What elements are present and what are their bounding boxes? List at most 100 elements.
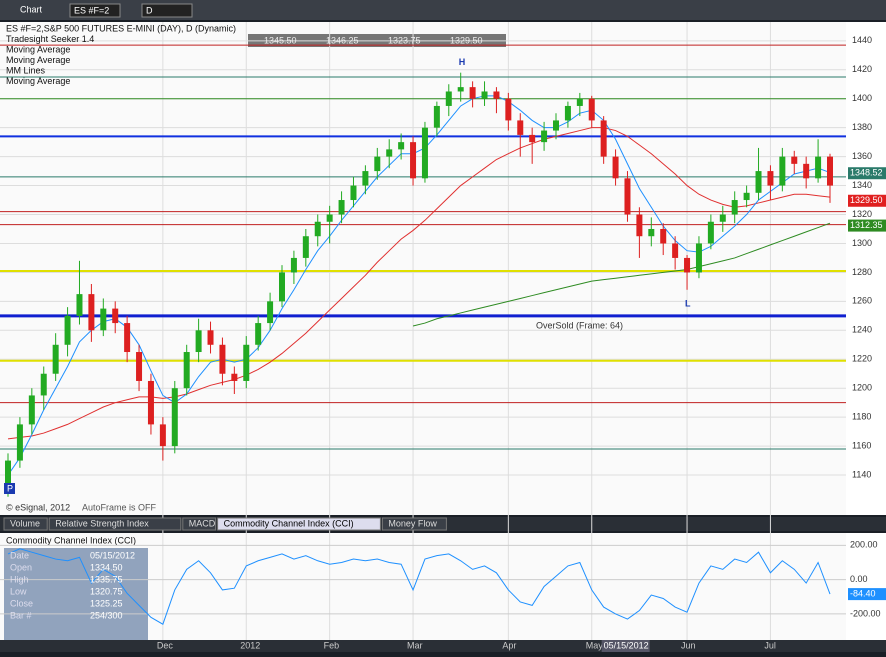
moving-average: [412, 222, 831, 327]
candle-body: [481, 91, 488, 99]
candle-body: [529, 134, 536, 143]
candle-body: [52, 344, 59, 374]
candle-body: [338, 200, 345, 215]
candle-body: [410, 142, 417, 179]
candle-body: [88, 294, 95, 331]
cci-axis: [846, 533, 886, 640]
candle-body: [159, 424, 166, 447]
candle-body: [469, 87, 476, 99]
tab-label[interactable]: Volume: [10, 518, 40, 528]
candle-body: [648, 228, 655, 237]
candle-body: [255, 323, 262, 345]
highlight-date: 05/15/2012: [604, 640, 649, 650]
candle-body: [171, 388, 178, 447]
candle-body: [707, 221, 714, 244]
candle-body: [695, 243, 702, 273]
candle-body: [195, 330, 202, 353]
candle-body: [314, 221, 321, 237]
cci-title: Commodity Channel Index (CCI): [6, 535, 136, 545]
y-tick-label: 1420: [852, 64, 872, 74]
candle-body: [684, 257, 691, 273]
candle-body: [731, 200, 738, 215]
candle-body: [767, 171, 774, 186]
data-window-value: 1335.75: [90, 574, 123, 584]
tab[interactable]: [381, 517, 447, 531]
tab[interactable]: [182, 517, 217, 531]
candle-body: [791, 156, 798, 164]
cci-tag-label: -84.40: [850, 588, 876, 598]
tab-label[interactable]: Commodity Channel Index (CCI): [224, 518, 354, 528]
interval[interactable]: D: [146, 5, 153, 15]
candle-body: [564, 105, 571, 121]
candle-body: [64, 315, 71, 345]
symbol-box[interactable]: [69, 3, 121, 18]
price-tag-label: 1329.50: [850, 195, 883, 205]
y-tick-label: 1300: [852, 238, 872, 248]
tab[interactable]: [3, 517, 48, 531]
data-window-label: Low: [10, 586, 27, 596]
tab[interactable]: [48, 517, 182, 531]
candle-body: [517, 120, 524, 135]
tab[interactable]: [217, 517, 381, 531]
quote-value: 1329.50: [450, 35, 483, 45]
data-window-value: 05/15/2012: [90, 550, 135, 560]
price-pane: [0, 22, 846, 515]
y-tick-label: 1260: [852, 296, 872, 306]
tab-label[interactable]: Relative Strength Index: [55, 518, 149, 528]
highlight-date-box: [601, 640, 650, 652]
y-tick-label: 1360: [852, 151, 872, 161]
moving-average: [7, 127, 831, 440]
x-tick-label: Jun: [681, 640, 696, 650]
candle-body: [445, 91, 452, 106]
candle-body: [183, 352, 190, 389]
autoframe-note: AutoFrame is OFF: [82, 502, 157, 512]
candle-body: [136, 352, 143, 381]
candle-body: [827, 156, 833, 186]
candle-body: [803, 163, 810, 179]
y-tick-label: 1320: [852, 209, 872, 219]
candle-body: [457, 87, 464, 92]
candle-body: [243, 344, 250, 381]
candle-body: [374, 156, 381, 172]
moving-average: [7, 95, 831, 476]
legend-entry: Moving Average: [6, 76, 70, 86]
tab-label[interactable]: MACD: [189, 518, 216, 528]
candle-body: [600, 120, 607, 157]
candle-body: [28, 395, 35, 425]
candle-body: [541, 130, 548, 143]
candle-body: [147, 380, 154, 425]
quote-value: 1323.75: [388, 35, 421, 45]
y-tick-label: 1180: [852, 412, 871, 422]
candle-body: [505, 98, 512, 121]
x-tick-label: Mar: [407, 640, 423, 650]
candle-body: [815, 156, 822, 179]
cci-tick-label: 200.00: [850, 540, 878, 550]
candle-body: [421, 127, 428, 179]
candle-body: [743, 192, 750, 201]
cci-tick-label: -200.00: [850, 608, 881, 618]
candle-body: [124, 323, 131, 353]
legend-entry: ES #F=2,S&P 500 FUTURES E-MINI (DAY), D …: [6, 23, 236, 33]
y-tick-label: 1400: [852, 93, 872, 103]
price-tag: [848, 219, 886, 232]
candle-body: [779, 156, 786, 186]
candle-body: [672, 243, 679, 258]
candle-body: [207, 330, 214, 345]
candle-body: [433, 105, 440, 128]
symbol[interactable]: ES #F=2: [74, 5, 109, 15]
x-tick-label: May: [586, 640, 604, 650]
interval-box[interactable]: [141, 3, 193, 18]
data-window-value: 254/300: [90, 610, 123, 620]
tab-label[interactable]: Money Flow: [388, 518, 437, 528]
candle-body: [40, 373, 47, 396]
candle-body: [350, 185, 357, 201]
candle-body: [576, 98, 583, 106]
marker: H: [459, 57, 466, 67]
data-window-value: 1334.50: [90, 562, 123, 572]
y-tick-label: 1280: [852, 267, 872, 277]
candle-body: [219, 344, 226, 374]
candle-body: [612, 156, 619, 179]
y-tick-label: 1140: [852, 469, 871, 479]
cci-line: [7, 548, 831, 625]
